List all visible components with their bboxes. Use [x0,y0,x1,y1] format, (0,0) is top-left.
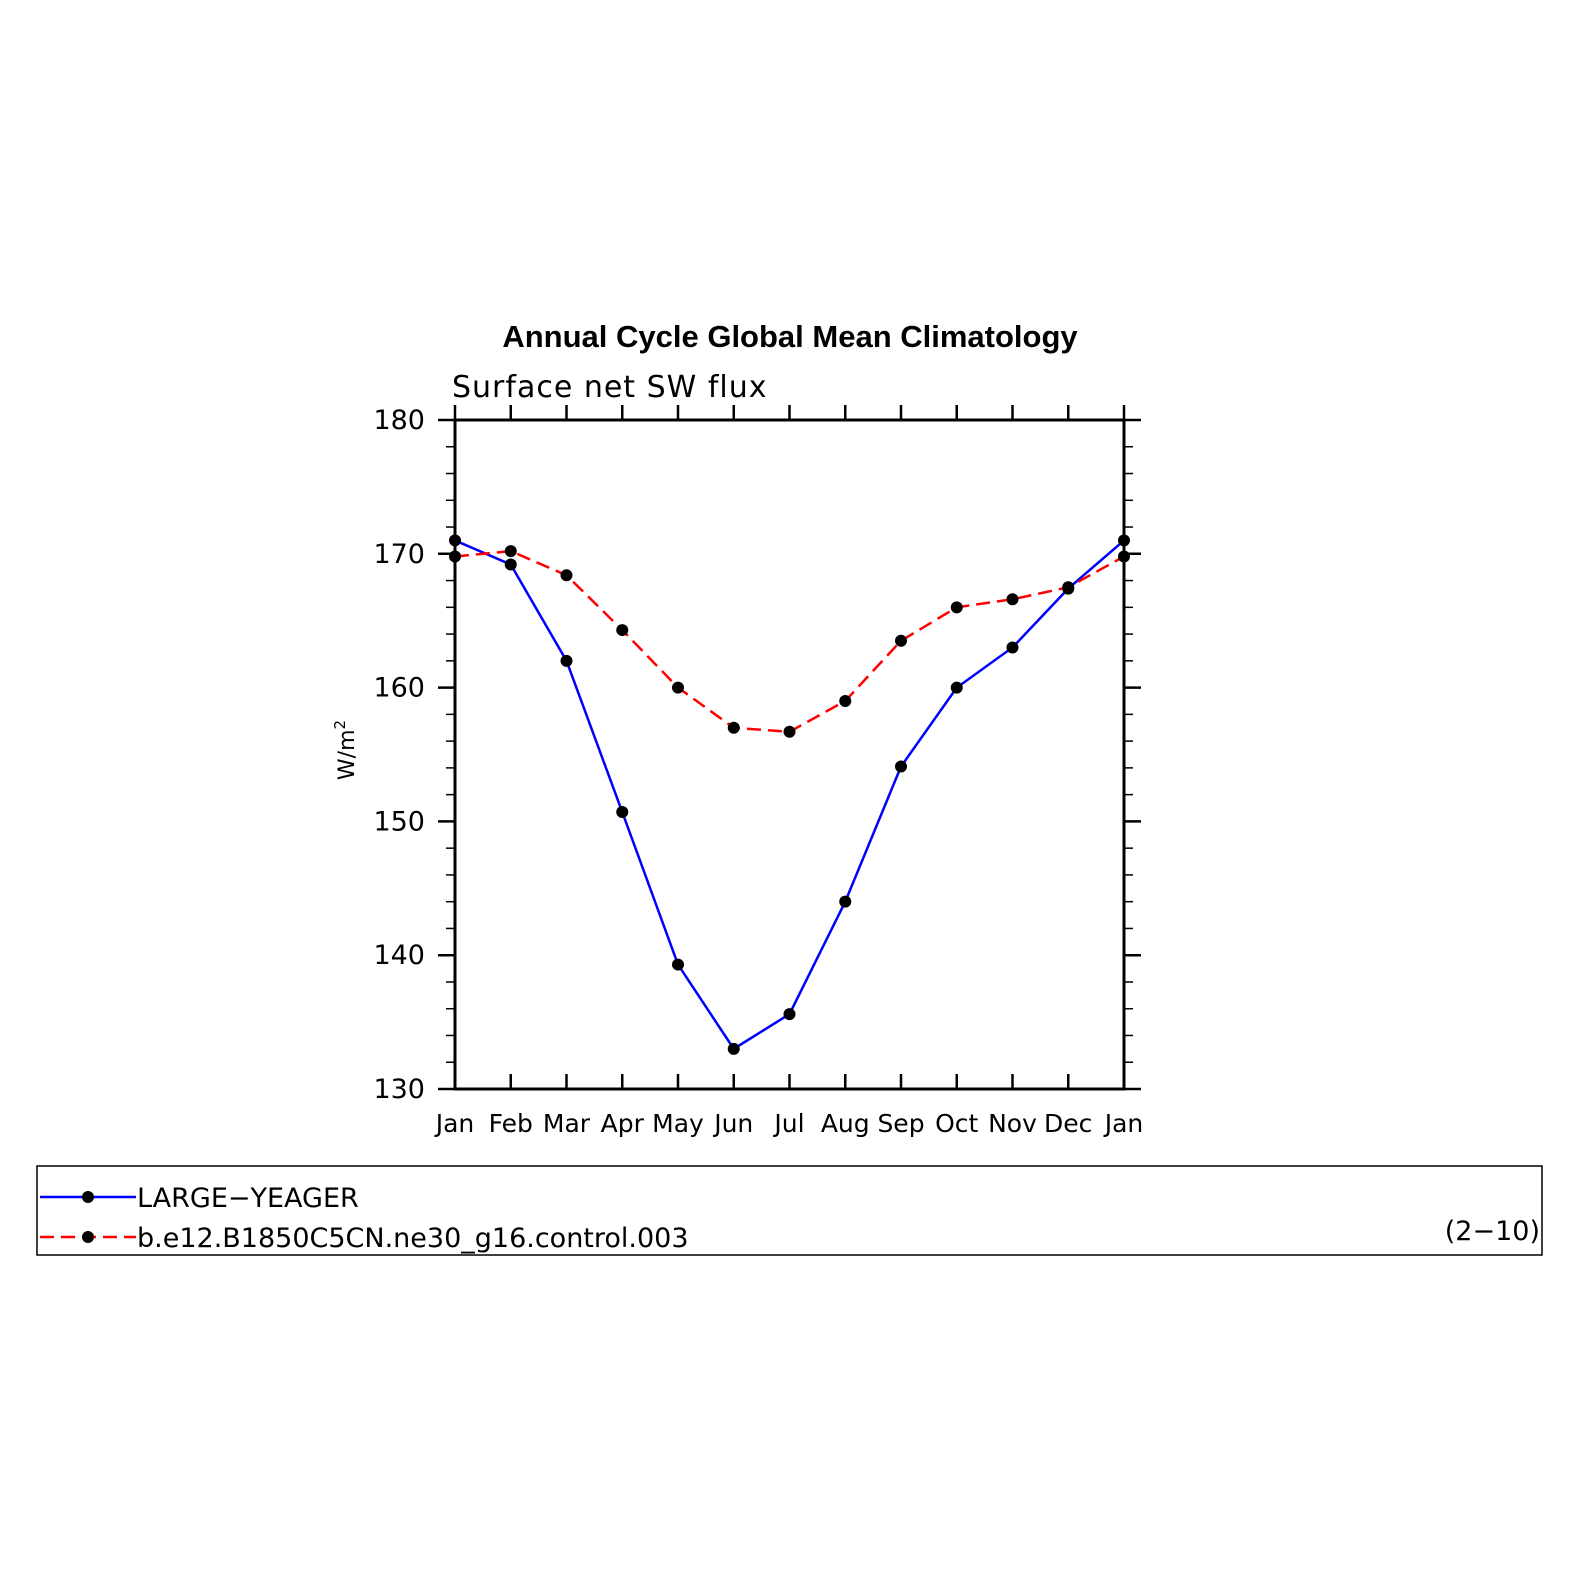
svg-text:W/m2: W/m2 [331,720,360,780]
series-2-point [1006,593,1019,606]
x-tick-label: Sep [877,1109,924,1138]
y-tick-label: 170 [373,539,425,570]
y-tick-label: 180 [373,405,425,436]
series-2-point [839,694,852,707]
series-2-point [672,681,684,694]
x-tick-label: Aug [821,1109,870,1138]
series-1-point [504,558,517,571]
x-tick-label: Jan [1103,1109,1144,1138]
legend-marker-1 [82,1191,94,1203]
x-tick-label: Apr [601,1109,645,1138]
x-tick-label: Dec [1044,1109,1092,1138]
series-2-point [1062,581,1075,594]
series-2-point [616,624,629,637]
series-2-point [950,601,963,614]
y-axis-label-superscript: 2 [331,720,349,730]
chart-title: Annual Cycle Global Mean Climatology [502,319,1078,354]
series-2-point [783,725,796,738]
series-1-point [672,958,684,971]
x-tick-label: Nov [988,1109,1037,1138]
series-2-point [727,721,740,734]
y-axis-label-text: W/m [335,729,360,780]
series-1-point [895,760,907,773]
series-1-point [560,654,573,667]
series-1-point [950,681,963,694]
y-tick-label: 140 [373,940,425,971]
series-1-point [727,1042,740,1055]
legend: LARGE−YEAGER b.e12.B1850C5CN.ne30_g16.con… [40,1183,689,1254]
series-1-point [839,895,852,908]
legend-marker-2 [82,1231,94,1243]
x-tick-label: Jun [712,1109,753,1138]
x-tick-label: Mar [543,1109,591,1138]
series-2-point [504,545,517,558]
legend-label-2: b.e12.B1850C5CN.ne30_g16.control.003 [137,1223,689,1254]
axes: Jan Feb Mar Apr May Jun Jul Aug Sep Oct Nov Dec Jan 1… [373,405,1143,1138]
x-tick-label: Feb [489,1109,533,1138]
series-1-point [783,1008,796,1021]
series-1-point [1118,534,1130,547]
y-tick-label: 150 [373,806,425,837]
series-2-point [560,569,573,582]
series-1-point [616,806,629,819]
y-tick-label: 160 [373,673,425,704]
series-2-point [895,634,907,647]
x-tick-label: Oct [935,1109,978,1138]
series-1-point [449,534,461,547]
series-2-point [449,550,461,563]
series-1-point [1006,641,1019,654]
series-layer [449,534,1130,1055]
y-tick-label: 130 [373,1074,425,1105]
x-tick-label: May [652,1109,704,1138]
legend-annotation: (2−10) [1445,1216,1540,1247]
y-axis-label: W/m2 [331,720,360,780]
x-tick-label: Jul [772,1109,804,1138]
legend-box [36,1165,1543,1256]
chart-subtitle: Surface net SW flux [452,370,768,405]
legend-label-1: LARGE−YEAGER [137,1183,359,1214]
x-tick-label: Jan [434,1109,475,1138]
series-2-point [1118,550,1130,563]
